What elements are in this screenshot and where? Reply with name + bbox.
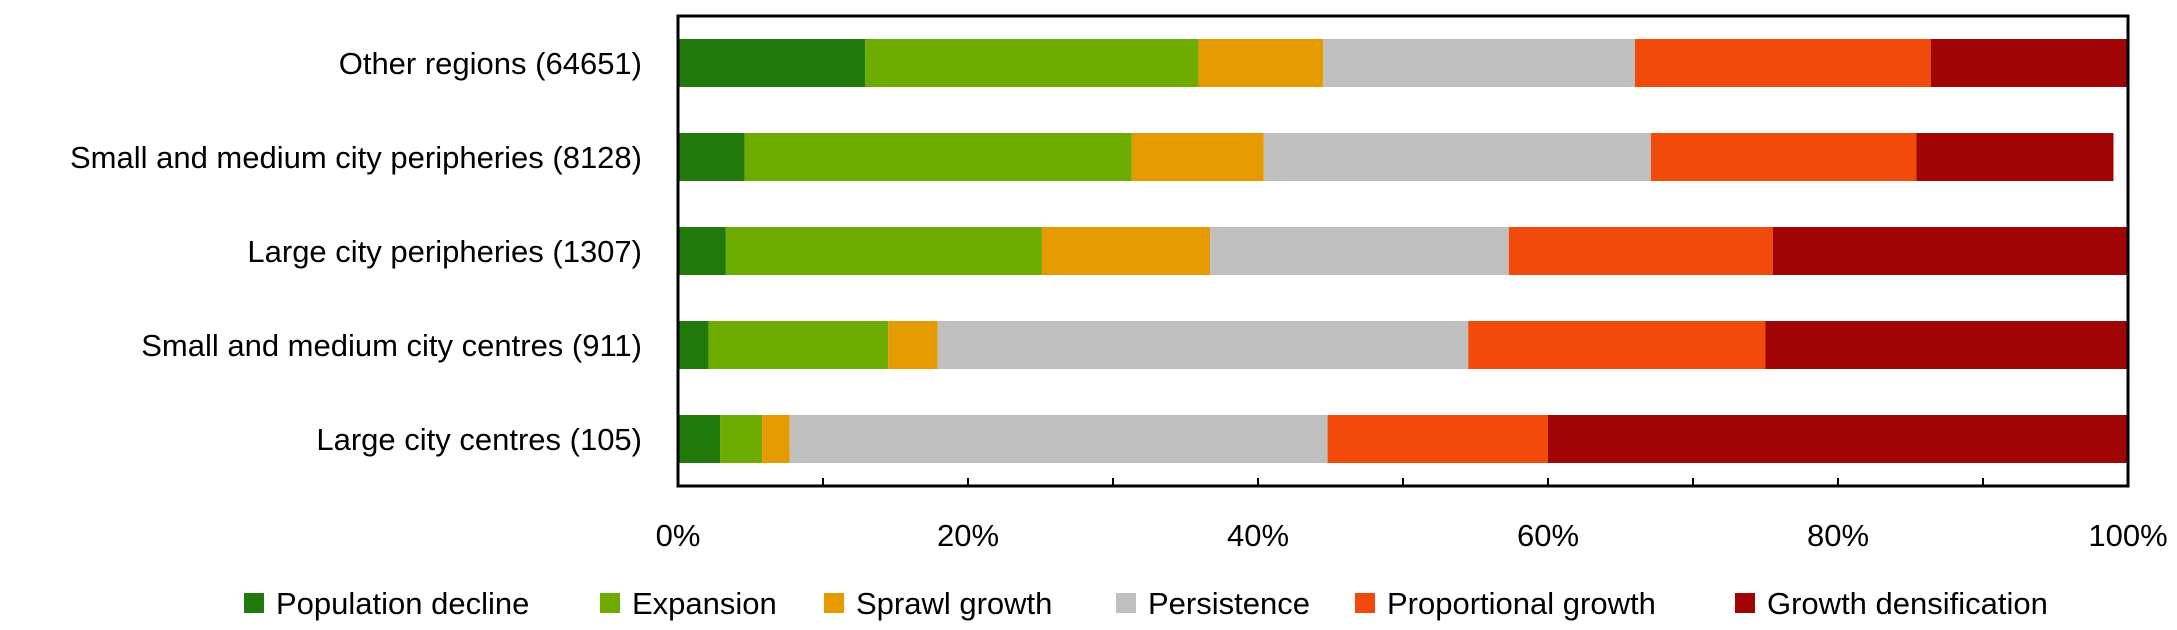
bar-segment	[1508, 227, 1773, 275]
bar-segment	[1468, 321, 1766, 369]
legend-swatch	[600, 593, 620, 613]
bars-group	[678, 39, 2128, 463]
category-labels: Other regions (64651) Small and medium ci…	[70, 46, 642, 457]
bar-segment	[1650, 133, 1917, 181]
bar-segment	[678, 39, 866, 87]
bar-segment	[678, 321, 709, 369]
bar-segment	[762, 415, 790, 463]
legend-swatch	[824, 593, 844, 613]
legend-label: Proportional growth	[1387, 586, 1656, 621]
legend-swatch	[1355, 593, 1375, 613]
bar-segment	[1765, 321, 2128, 369]
x-tick-label: 40%	[1227, 518, 1289, 553]
legend-label: Population decline	[276, 586, 529, 621]
bar-segment	[725, 227, 1042, 275]
bar-segment	[1131, 133, 1264, 181]
category-label: Large city centres (105)	[316, 422, 642, 457]
x-axis-tick-labels: 0% 20% 40% 60% 80% 100%	[656, 518, 2168, 553]
x-tick-label: 60%	[1517, 518, 1579, 553]
x-tick-label: 100%	[2088, 518, 2167, 553]
legend-label: Expansion	[632, 586, 777, 621]
bar-segment	[720, 415, 763, 463]
bar-segment	[1548, 415, 2128, 463]
category-label: Small and medium city centres (911)	[141, 328, 642, 363]
x-tick-label: 80%	[1807, 518, 1869, 553]
category-label: Small and medium city peripheries (8128)	[70, 140, 642, 175]
legend-swatch	[1735, 593, 1755, 613]
bar-segment	[708, 321, 889, 369]
bar-segment	[789, 415, 1328, 463]
bar-segment	[1323, 39, 1635, 87]
bar-segment	[1041, 227, 1211, 275]
bar-segment	[744, 133, 1132, 181]
legend: Population decline Expansion Sprawl growth…	[244, 586, 2048, 621]
bar-segment	[1210, 227, 1509, 275]
bar-segment	[1198, 39, 1324, 87]
legend-swatch	[1116, 593, 1136, 613]
bar-segment	[865, 39, 1199, 87]
legend-swatch	[244, 593, 264, 613]
x-tick-label: 20%	[937, 518, 999, 553]
bar-segment	[1263, 133, 1651, 181]
bar-segment	[1772, 227, 2128, 275]
legend-label: Sprawl growth	[856, 586, 1052, 621]
bar-segment	[937, 321, 1469, 369]
bar-segment	[678, 133, 745, 181]
bar-segment	[1916, 133, 2114, 181]
bar-segment	[678, 227, 726, 275]
x-tick-label: 0%	[656, 518, 701, 553]
bar-segment	[1635, 39, 1931, 87]
x-axis-ticks	[677, 478, 2129, 486]
bar-segment	[888, 321, 938, 369]
category-label: Other regions (64651)	[339, 46, 642, 81]
bar-segment	[678, 415, 721, 463]
bar-segment	[1930, 39, 2128, 87]
legend-label: Persistence	[1148, 586, 1310, 621]
category-label: Large city peripheries (1307)	[247, 234, 642, 269]
bar-segment	[1327, 415, 1548, 463]
legend-label: Growth densification	[1767, 586, 2048, 621]
